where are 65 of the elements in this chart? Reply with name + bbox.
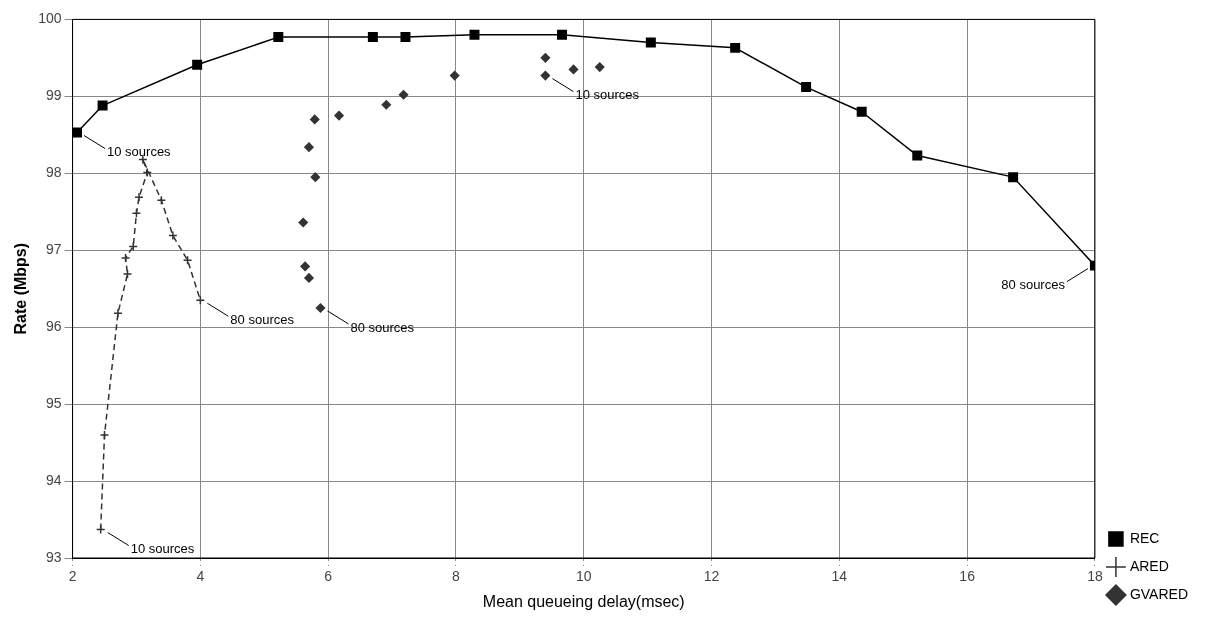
point (367, 32, 378, 43)
x-tick-label: 16 (959, 568, 976, 585)
point (122, 269, 133, 279)
point (168, 230, 178, 241)
y-tick-label: 97 (45, 241, 62, 258)
y-axis-title: Rate (Mbps) (12, 242, 30, 335)
annotation: 80 sources (230, 311, 295, 327)
point (540, 70, 551, 81)
annotation: 10 sources (107, 144, 172, 160)
annotation: 10 sources (575, 87, 640, 103)
point (400, 32, 411, 43)
x-tick-label: 10 (575, 568, 592, 585)
y-tick-label: 98 (45, 164, 62, 181)
point (298, 217, 308, 228)
point (309, 114, 320, 125)
x-tick-label: 6 (324, 568, 333, 585)
point (645, 37, 656, 48)
point (568, 64, 579, 75)
point (304, 273, 314, 283)
annotation: 80 sources (350, 319, 415, 335)
point (99, 430, 110, 440)
x-tick-label: 18 (1087, 568, 1103, 585)
point (449, 70, 460, 81)
point (1008, 172, 1019, 183)
point (195, 295, 206, 305)
point (381, 100, 392, 110)
point (182, 255, 193, 265)
legend-label: GVARED (1129, 585, 1189, 602)
y-tick-label: 96 (45, 318, 62, 335)
point (912, 150, 923, 161)
point (134, 192, 144, 202)
legend-label: ARED (1129, 557, 1169, 574)
annotation: 80 sources (1001, 277, 1066, 293)
point (801, 82, 812, 93)
y-tick-label: 93 (45, 548, 62, 565)
point (304, 142, 314, 152)
point (300, 261, 310, 272)
point (398, 90, 409, 100)
x-axis-title: Mean queueing delay(msec) (482, 592, 685, 610)
legend-label: REC (1129, 529, 1160, 546)
point (113, 308, 123, 319)
point (273, 32, 284, 43)
y-tick-label: 100 (38, 10, 62, 27)
point (97, 100, 108, 111)
point (192, 59, 203, 70)
point (540, 53, 551, 63)
point (310, 172, 321, 182)
y-tick-label: 99 (45, 87, 62, 104)
x-tick-label: 2 (68, 568, 77, 585)
annotation: 10 sources (130, 541, 195, 557)
point (120, 253, 131, 263)
x-tick-label: 14 (831, 568, 848, 585)
point (557, 29, 567, 40)
y-tick-label: 94 (45, 471, 62, 488)
x-tick-label: 8 (452, 568, 461, 585)
x-tick-label: 12 (703, 568, 720, 585)
y-tick-label: 95 (45, 394, 62, 411)
point (594, 62, 605, 72)
x-tick-label: 4 (196, 568, 205, 585)
point (856, 106, 867, 117)
point (334, 110, 344, 121)
point (730, 42, 741, 53)
point (315, 303, 326, 313)
point (156, 195, 167, 205)
point (469, 29, 480, 40)
